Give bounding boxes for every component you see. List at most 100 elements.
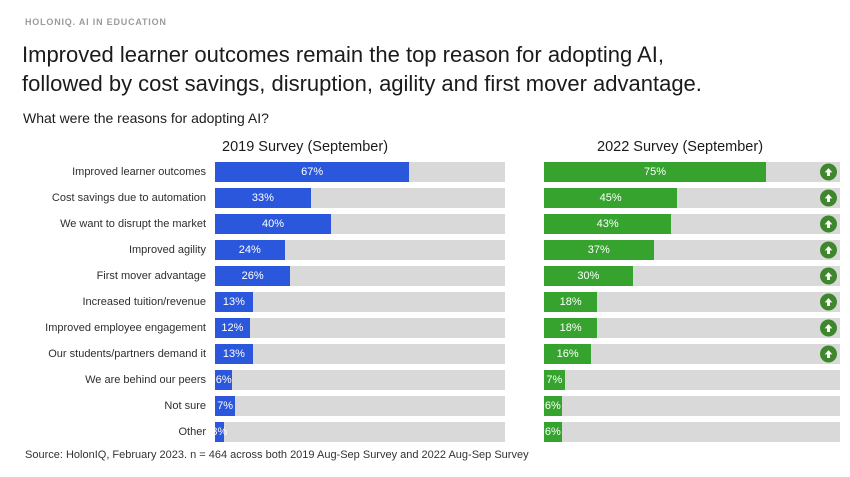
bar-value-2022: 16% xyxy=(556,348,579,360)
chart-row: Improved agility 24% 37% xyxy=(0,240,840,260)
bar-track-2019: 13% xyxy=(215,344,505,364)
page-title-line2: followed by cost savings, disruption, ag… xyxy=(22,71,702,96)
bar-2022: 6% xyxy=(544,422,562,442)
chart-row: Not sure 7% 6% xyxy=(0,396,840,416)
bar-2022: 30% xyxy=(544,266,633,286)
bar-2019: 13% xyxy=(215,344,253,364)
chart-row: Improved learner outcomes 67% 75% xyxy=(0,162,840,182)
bar-value-2019: 6% xyxy=(215,374,232,386)
bar-track-2022: 45% xyxy=(544,188,840,208)
column-gap xyxy=(505,172,544,173)
column-header-2022: 2022 Survey (September) xyxy=(597,139,764,155)
category-label: Increased tuition/revenue xyxy=(82,296,206,308)
category-label: Improved employee engagement xyxy=(45,322,206,334)
bar-value-2022: 18% xyxy=(559,296,582,308)
category-label: Not sure xyxy=(164,400,206,412)
bar-track-2022: 7% xyxy=(544,370,840,390)
increase-arrow-icon xyxy=(820,241,837,259)
bar-value-2022: 45% xyxy=(599,192,622,204)
bar-2022: 45% xyxy=(544,188,678,208)
column-gap xyxy=(505,198,544,199)
bar-2019: 67% xyxy=(215,162,410,182)
column-header-2019: 2019 Survey (September) xyxy=(222,139,389,155)
column-gap xyxy=(505,380,544,381)
bar-value-2022: 18% xyxy=(559,322,582,334)
bar-value-2019: 24% xyxy=(238,244,261,256)
column-gap xyxy=(505,328,544,329)
bar-track-2022: 30% xyxy=(544,266,840,286)
increase-arrow-icon xyxy=(820,345,837,363)
bar-value-2022: 6% xyxy=(544,426,561,438)
bar-2022: 18% xyxy=(544,292,598,312)
chart-row: First mover advantage 26% 30% xyxy=(0,266,840,286)
bar-value-2022: 37% xyxy=(587,244,610,256)
column-gap xyxy=(505,276,544,277)
chart-row: Improved employee engagement 12% 18% xyxy=(0,318,840,338)
bar-2019: 3% xyxy=(211,422,227,442)
bar-value-2022: 75% xyxy=(643,166,667,178)
bar-track-2019: 12% xyxy=(215,318,505,338)
page-title-line1: Improved learner outcomes remain the top… xyxy=(22,42,665,67)
chart-row: Cost savings due to automation 33% 45% xyxy=(0,188,840,208)
increase-arrow-icon xyxy=(820,163,837,181)
category-label: Improved agility xyxy=(128,244,206,256)
bar-value-2019: 3% xyxy=(211,426,228,438)
bar-track-2019: 67% xyxy=(215,162,505,182)
bar-track-2019: 40% xyxy=(215,214,505,234)
column-gap xyxy=(505,224,544,225)
bar-track-2022: 6% xyxy=(544,422,840,442)
bar-track-2019: 33% xyxy=(215,188,505,208)
column-gap xyxy=(505,302,544,303)
bar-track-2022: 75% xyxy=(544,162,840,182)
bar-track-2022: 43% xyxy=(544,214,840,234)
page-title: Improved learner outcomes remain the top… xyxy=(22,40,702,98)
bar-2019: 24% xyxy=(215,240,285,260)
bar-track-2022: 37% xyxy=(544,240,840,260)
chart-row: We are behind our peers 6% 7% xyxy=(0,370,840,390)
bar-value-2019: 40% xyxy=(261,218,285,230)
increase-arrow-icon xyxy=(820,293,837,311)
bar-2022: 18% xyxy=(544,318,598,338)
category-label: Cost savings due to automation xyxy=(51,192,206,204)
bar-2019: 40% xyxy=(215,214,331,234)
category-label: We are behind our peers xyxy=(85,374,206,386)
bar-2022: 75% xyxy=(544,162,766,182)
chart-row: We want to disrupt the market 40% 43% xyxy=(0,214,840,234)
bar-2022: 43% xyxy=(544,214,672,234)
bar-2019: 7% xyxy=(215,396,236,416)
column-gap xyxy=(505,432,544,433)
bar-2019: 33% xyxy=(215,188,311,208)
bar-2019: 6% xyxy=(215,370,233,390)
bar-value-2019: 13% xyxy=(222,348,245,360)
bar-value-2019: 12% xyxy=(221,322,244,334)
column-gap xyxy=(505,250,544,251)
bar-track-2022: 6% xyxy=(544,396,840,416)
source-note: Source: HolonIQ, February 2023. n = 464 … xyxy=(25,449,529,461)
increase-arrow-icon xyxy=(820,267,837,285)
category-label: We want to disrupt the market xyxy=(60,218,206,230)
increase-arrow-icon xyxy=(820,189,837,207)
column-gap xyxy=(505,406,544,407)
bar-value-2019: 67% xyxy=(301,166,324,178)
bar-value-2019: 33% xyxy=(251,192,274,204)
bar-value-2019: 26% xyxy=(241,270,264,282)
bar-value-2022: 43% xyxy=(596,218,619,230)
bar-value-2022: 6% xyxy=(544,400,561,412)
chart-row: Increased tuition/revenue 13% 18% xyxy=(0,292,840,312)
comparison-chart: Improved learner outcomes 67% 75% Cost s… xyxy=(0,162,840,448)
bar-value-2019: 13% xyxy=(222,296,245,308)
category-label: Our students/partners demand it xyxy=(48,348,206,360)
chart-question: What were the reasons for adopting AI? xyxy=(23,110,269,126)
category-label: First mover advantage xyxy=(96,270,206,282)
bar-track-2022: 18% xyxy=(544,318,840,338)
bar-track-2022: 18% xyxy=(544,292,840,312)
bar-2019: 26% xyxy=(215,266,291,286)
brand-header: HOLONIQ. AI IN EDUCATION xyxy=(25,17,167,27)
bar-track-2019: 3% xyxy=(211,422,505,442)
bar-2022: 37% xyxy=(544,240,654,260)
bar-value-2019: 7% xyxy=(217,400,234,412)
bar-track-2019: 24% xyxy=(215,240,505,260)
category-label: Other xyxy=(178,426,206,438)
bar-value-2022: 7% xyxy=(546,374,563,386)
